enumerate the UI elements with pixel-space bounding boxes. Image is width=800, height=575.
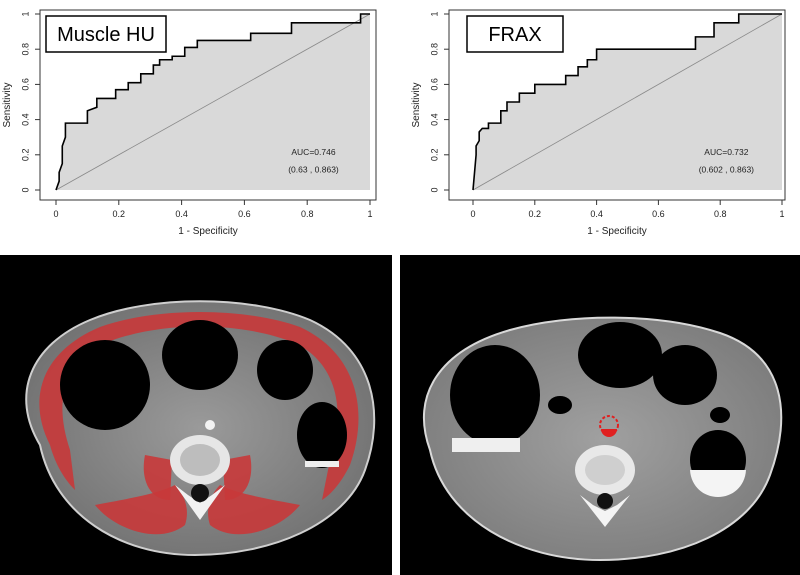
auc-label: AUC=0.732 (704, 147, 748, 157)
y-tick-label: 0.8 (20, 43, 30, 56)
auc-ci-label: (0.63 , 0.863) (288, 164, 339, 174)
ct-image-right (400, 255, 800, 575)
chart-title-box (45, 15, 167, 53)
y-axis-label: Sensitivity (2, 82, 13, 127)
x-tick-label: 1 (367, 209, 372, 219)
auc-ci-label: (0.602 , 0.863) (699, 164, 754, 174)
y-tick-label: 1 (429, 11, 439, 16)
x-axis-label: 1 - Specificity (178, 226, 237, 237)
x-tick-label: 0 (53, 209, 58, 219)
y-tick-label: 0.6 (20, 78, 30, 91)
x-tick-label: 0.6 (238, 209, 251, 219)
x-tick-label: 0.6 (652, 209, 665, 219)
x-tick-label: 0.2 (529, 209, 542, 219)
y-tick-label: 0.2 (429, 149, 439, 162)
y-tick-label: 0.4 (20, 113, 30, 126)
reference-diagonal (472, 13, 783, 191)
reference-diagonal (55, 13, 371, 191)
y-axis-label: Sensitivity (411, 82, 422, 127)
x-tick-label: 0.8 (301, 209, 314, 219)
chart-title: Muscle HU (57, 24, 155, 46)
y-tick-label: 0.4 (429, 113, 439, 126)
x-tick-label: 0.4 (175, 209, 188, 219)
roc-chart-frax: 0 0.2 0.4 0.6 0.8 1 0 0.2 0.4 0.6 0.8 1 1 - Specific… (405, 0, 800, 250)
chart-title: FRAX (488, 24, 541, 46)
y-tick-label: 0 (20, 187, 30, 192)
y-tick-label: 1 (20, 11, 30, 16)
y-tick-label: 0.8 (429, 43, 439, 56)
x-tick-label: 1 (779, 209, 784, 219)
x-tick-label: 0.8 (714, 209, 727, 219)
ct-image-left (0, 255, 392, 575)
x-tick-label: 0.2 (113, 209, 126, 219)
chart-title-box (466, 15, 564, 53)
auc-label: AUC=0.746 (291, 147, 335, 157)
roc-svg: 0 0.2 0.4 0.6 0.8 1 0 0.2 0.4 0.6 0.8 1 1 - Specific… (2, 9, 377, 237)
y-tick-label: 0.6 (429, 78, 439, 91)
roc-chart-muscle-hu: 0 0.2 0.4 0.6 0.8 1 0 0.2 0.4 0.6 0.8 1 1 - Specific… (0, 0, 400, 250)
y-tick-label: 0 (429, 187, 439, 192)
roc-curve (472, 13, 782, 191)
y-tick-label: 0.2 (20, 149, 30, 162)
ct-scan-aorta-marker (400, 255, 800, 575)
roc-curve (55, 13, 370, 191)
x-tick-label: 0 (470, 209, 475, 219)
x-tick-label: 0.4 (590, 209, 603, 219)
roc-svg: 0 0.2 0.4 0.6 0.8 1 0 0.2 0.4 0.6 0.8 1 1 - Specific… (411, 9, 786, 237)
x-axis-label: 1 - Specificity (587, 226, 646, 237)
ct-scan-muscle-segmentation (0, 255, 392, 575)
